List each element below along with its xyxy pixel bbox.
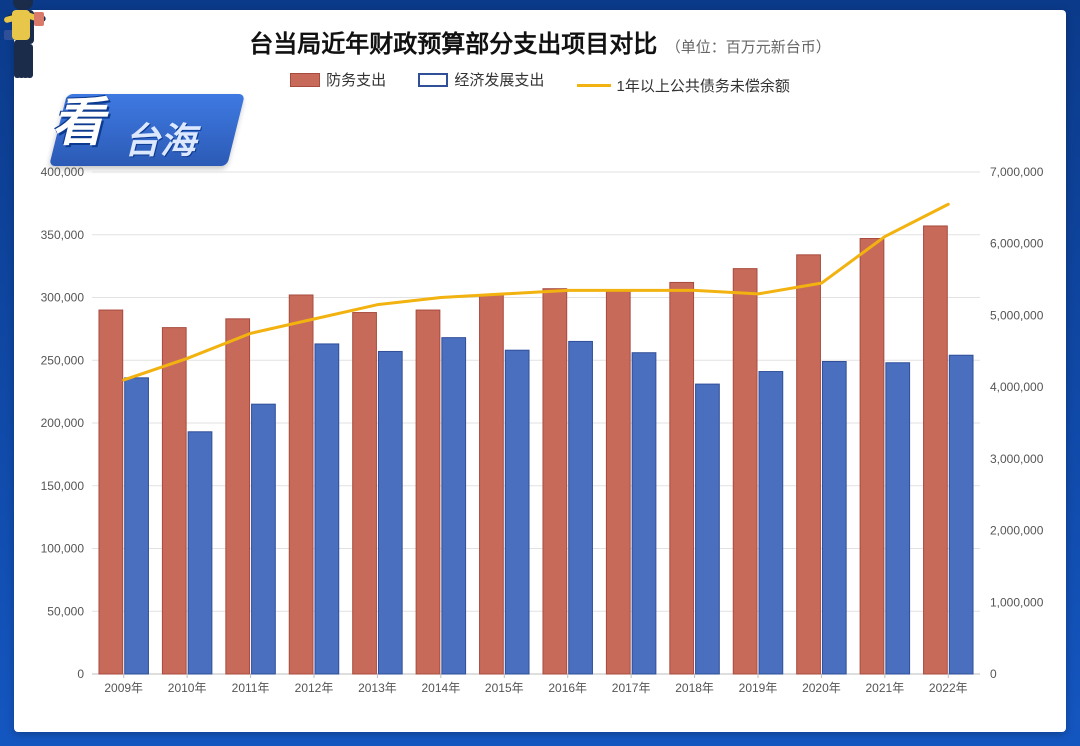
outer-frame: 台当局近年财政预算部分支出项目对比 （单位：百万元新台币） 防务支出 经济发展支… bbox=[0, 0, 1080, 746]
figure-right-icon bbox=[0, 0, 1078, 736]
